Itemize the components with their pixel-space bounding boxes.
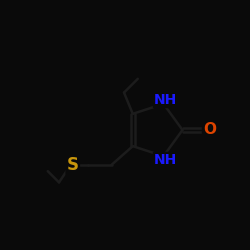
Text: S: S xyxy=(67,156,79,174)
Text: NH: NH xyxy=(154,153,177,167)
Text: O: O xyxy=(203,122,216,138)
Text: NH: NH xyxy=(154,93,177,107)
